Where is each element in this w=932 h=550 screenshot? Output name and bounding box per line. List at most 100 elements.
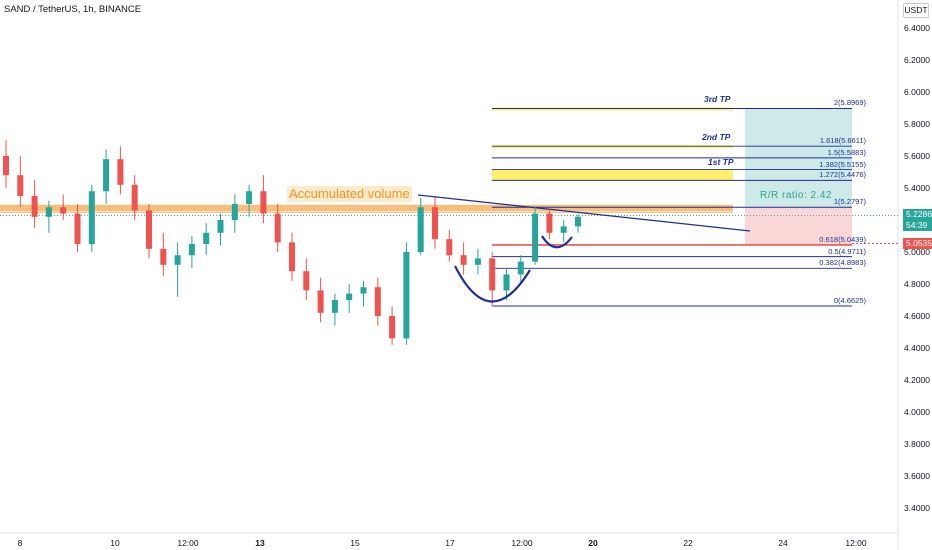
candle-body-24 — [346, 293, 353, 300]
descending-trendline — [417, 194, 751, 232]
price-tick: 3.8000 — [904, 439, 930, 449]
symbol-title: SAND / TetherUS, 1h, BINANCE — [4, 4, 142, 15]
fib-label-2: 1.5(5.5883) — [827, 147, 866, 157]
fib-label-0: 2(5.8969) — [833, 98, 866, 108]
candle-body-26 — [374, 287, 381, 316]
time-tick: 20 — [588, 538, 598, 548]
fib-label-4: 1.272(5.4476) — [819, 170, 866, 180]
accumulated-volume-band — [0, 204, 733, 212]
fib-label-3: 1.382(5.5155) — [819, 159, 866, 169]
loss-zone — [745, 207, 852, 245]
price-tick: 5.4000 — [904, 183, 930, 193]
candle-body-35 — [503, 274, 510, 291]
candle-body-28 — [403, 252, 410, 339]
time-tick: 12:00 — [177, 538, 199, 548]
fib-label-5: 1(5.2797) — [833, 197, 866, 207]
candle-body-7 — [103, 159, 110, 192]
candle-body-29 — [417, 207, 424, 252]
handle-curve — [541, 235, 573, 249]
fib-label-1: 1.618(5.6611) — [819, 136, 866, 146]
patterns-layer — [454, 235, 573, 303]
tp3-label: 3rd TP — [704, 94, 731, 105]
candle-body-21 — [303, 271, 310, 291]
last-price-badge: 5.2286 54:39 — [903, 209, 932, 232]
rr-ratio-label: R/R ratio: 2.42 — [760, 190, 832, 201]
candle-body-31 — [446, 239, 453, 256]
candle-body-32 — [460, 255, 467, 265]
time-tick: 22 — [683, 538, 693, 548]
price-tick: 4.4000 — [904, 343, 930, 353]
candle-body-34 — [489, 258, 496, 291]
price-tick: 4.2000 — [904, 375, 930, 385]
price-tick: 3.4000 — [904, 503, 930, 513]
candle-body-23 — [331, 300, 338, 313]
candle-body-30 — [432, 207, 438, 240]
price-tick: 6.4000 — [904, 23, 930, 33]
fib-label-6: 0.618(5.0439) — [819, 234, 866, 244]
red-level-badge: 5.0535 — [903, 238, 932, 250]
price-tick: 3.6000 — [904, 471, 930, 481]
zones-layer — [0, 107, 852, 245]
candle-body-20 — [289, 242, 295, 272]
candle-body-37 — [532, 213, 539, 262]
drawings-layer — [0, 0, 899, 550]
time-tick: 12:00 — [845, 538, 867, 548]
fib-label-7: 0.5(4.9711) — [828, 246, 866, 256]
candle-body-39 — [560, 226, 567, 233]
price-tick: 4.6000 — [904, 311, 930, 321]
last-price-value: 5.2286 — [906, 209, 932, 220]
candle-body-13 — [188, 244, 195, 256]
accumulated-volume-label: Accumulated volume — [287, 186, 412, 202]
candle-body-5 — [74, 213, 81, 244]
candle-body-17 — [246, 191, 253, 204]
time-tick: 13 — [255, 538, 265, 548]
tp2-band — [492, 145, 733, 149]
tp2-label: 2nd TP — [702, 132, 731, 143]
rounded-bottom-curve — [454, 265, 531, 303]
candle-body-12 — [174, 255, 181, 265]
candle-body-36 — [517, 261, 524, 275]
time-tick: 8 — [17, 538, 23, 548]
candle-body-25 — [360, 287, 367, 294]
candle-body-33 — [474, 258, 481, 265]
candle-body-16 — [231, 204, 238, 220]
candle-body-2 — [31, 196, 38, 217]
candle-body-1 — [17, 175, 24, 196]
price-tick: 5.8000 — [904, 119, 930, 129]
candle-body-19 — [274, 213, 281, 243]
candles-layer — [3, 140, 581, 345]
candle-body-15 — [217, 220, 224, 233]
candle-body-27 — [389, 316, 396, 339]
price-tick: 6.0000 — [904, 87, 930, 97]
price-tick: 6.2000 — [904, 55, 930, 65]
fib-label-9: 0(4.6625) — [833, 296, 866, 305]
bar-countdown: 54:39 — [906, 220, 928, 231]
time-tick: 10 — [110, 538, 120, 548]
tp1-band — [492, 169, 733, 181]
currency-button[interactable]: USDT — [903, 3, 929, 18]
candle-body-4 — [60, 207, 67, 214]
candle-body-6 — [88, 191, 95, 244]
time-tick: 17 — [445, 538, 455, 548]
candle-body-22 — [317, 290, 324, 313]
candle-body-0 — [3, 156, 9, 176]
candle-body-14 — [203, 232, 210, 244]
time-tick: 12:00 — [511, 538, 533, 548]
candle-body-18 — [260, 191, 267, 214]
tp3-band — [492, 107, 733, 111]
price-tick: 5.6000 — [904, 151, 930, 161]
time-tick: 24 — [778, 538, 788, 548]
candle-body-10 — [146, 210, 152, 249]
candle-body-9 — [131, 184, 138, 211]
price-tick: 4.0000 — [904, 407, 930, 417]
candle-body-8 — [117, 159, 124, 185]
price-tick: 4.8000 — [904, 279, 930, 289]
candle-body-40 — [575, 216, 581, 227]
candle-body-11 — [160, 248, 167, 265]
tp1-label: 1st TP — [708, 156, 734, 167]
candle-body-3 — [45, 207, 52, 217]
fib-label-8: 0.382(4.8983) — [819, 258, 866, 268]
price-tick: 5.0000 — [904, 247, 930, 257]
candle-body-38 — [546, 213, 553, 233]
